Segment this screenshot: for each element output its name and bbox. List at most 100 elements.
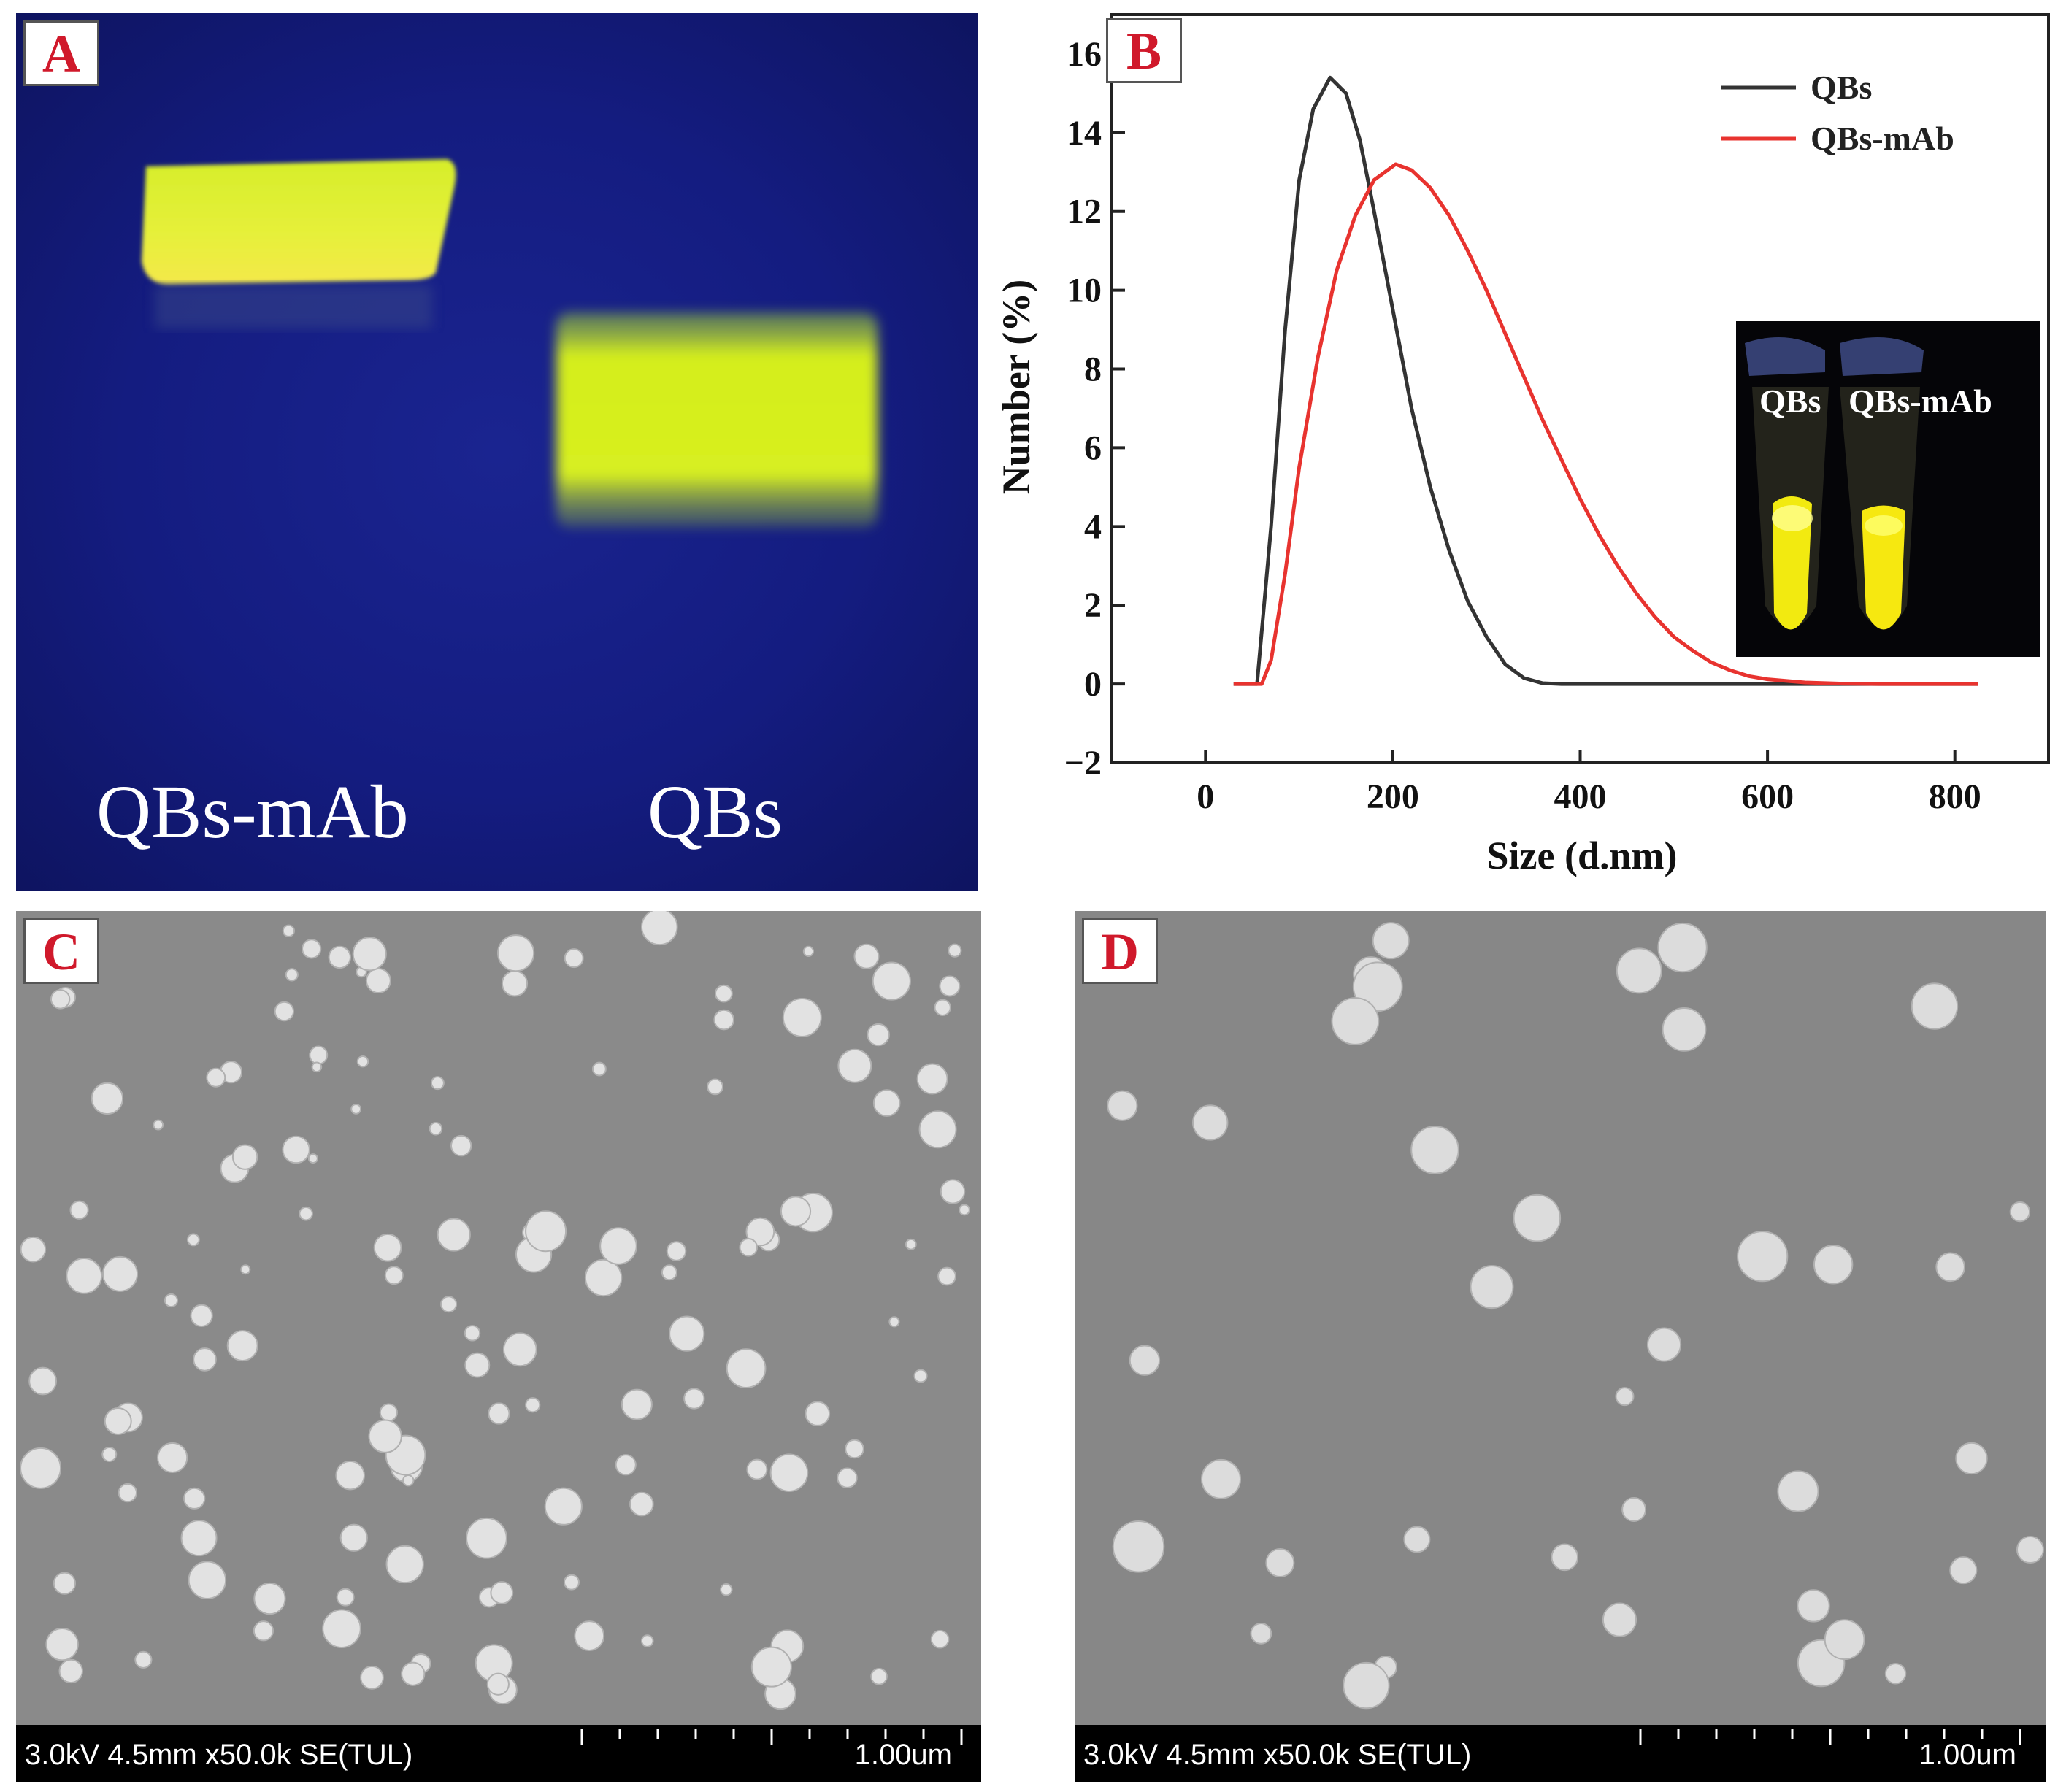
particle: [1824, 1619, 1865, 1661]
particle: [384, 1266, 404, 1285]
particle: [1201, 1458, 1242, 1499]
inset-label-qbs-mab: QBs-mAb: [1848, 382, 1992, 420]
particle: [401, 1661, 426, 1686]
inset-photo: QBs QBs-mAb: [1736, 321, 2040, 657]
y-axis-label: Number (%): [994, 280, 1038, 494]
panel-label-d: D: [1082, 918, 1158, 984]
particle: [497, 934, 535, 972]
particle: [183, 1487, 206, 1510]
particle: [253, 1620, 274, 1642]
particle: [307, 1153, 318, 1164]
particle: [335, 1460, 365, 1491]
particle: [1250, 1622, 1272, 1645]
y-tick-label: 4: [1084, 507, 1102, 546]
particle: [164, 1293, 179, 1308]
particle: [905, 1238, 917, 1250]
particle: [153, 1119, 164, 1131]
particle: [299, 1206, 313, 1221]
particle: [940, 1179, 966, 1204]
particle: [180, 1520, 218, 1557]
particle: [285, 968, 299, 982]
scale-label-d: 1.00um: [1919, 1739, 2016, 1771]
particle: [356, 1055, 369, 1068]
particle: [739, 1238, 759, 1257]
panel-b-chart: 0 200 400 600 800 −2 0 2 4 6 8 10 12 14 16 QBs QBs-mAb…: [993, 7, 2058, 894]
legend-label-qbs: QBs: [1811, 69, 1872, 106]
series-line-qbs: [1233, 75, 1978, 686]
sem-info-bar-d: 3.0kV 4.5mm x50.0k SE(TUL) 1.00um: [1075, 1725, 2046, 1782]
band-qbs-mab-tail: [155, 285, 432, 328]
particle: [918, 1110, 957, 1149]
particle: [190, 1304, 213, 1328]
y-tick-label: −2: [1064, 744, 1102, 782]
particle: [1513, 1193, 1562, 1242]
particle: [450, 1134, 472, 1157]
particle: [959, 1204, 970, 1216]
particle: [402, 1474, 415, 1487]
particle: [488, 1402, 510, 1425]
particle: [872, 961, 911, 1001]
particle: [707, 1078, 723, 1096]
particle: [930, 1629, 950, 1649]
particle: [2016, 1536, 2044, 1564]
panel-label-c: C: [23, 918, 99, 984]
particle: [311, 1061, 323, 1073]
lane-label-qbs: QBs: [648, 770, 783, 854]
particle: [1107, 1090, 1138, 1121]
particle: [187, 1233, 200, 1247]
y-tick-label: 8: [1084, 350, 1102, 389]
particle: [188, 1561, 227, 1599]
particle: [683, 1388, 705, 1410]
gel-bands: [142, 159, 878, 528]
particle: [1657, 922, 1708, 973]
y-tick-label: 0: [1084, 665, 1102, 704]
sem-image-c: [20, 911, 970, 1710]
particle: [780, 1196, 812, 1227]
particle: [713, 1009, 734, 1031]
particle: [1551, 1543, 1579, 1572]
particle: [385, 1545, 424, 1584]
particle: [867, 1023, 890, 1047]
legend-label-qbs-mab: QBs-mAb: [1811, 120, 1954, 157]
particle: [769, 1453, 809, 1492]
particle: [1615, 1387, 1635, 1407]
particle: [231, 1144, 258, 1170]
particle: [720, 1583, 733, 1596]
particle: [69, 1200, 89, 1220]
particle: [1662, 1007, 1707, 1052]
particle: [1884, 1663, 1907, 1685]
panel-label-b: B: [1106, 18, 1182, 83]
sem-conditions-c: 3.0kV 4.5mm x50.0k SE(TUL): [25, 1739, 413, 1771]
particle: [661, 1264, 677, 1281]
particle: [339, 1523, 368, 1552]
particle: [544, 1487, 583, 1526]
y-tick-label: 2: [1084, 586, 1102, 625]
particle: [1935, 1252, 1965, 1283]
particle: [20, 1236, 47, 1263]
particle: [621, 1388, 653, 1420]
particle: [1343, 1661, 1390, 1710]
particle: [101, 1446, 118, 1462]
particle: [429, 1122, 443, 1136]
scale-label-c: 1.00um: [854, 1739, 952, 1771]
series-line-qbs-mab: [1233, 162, 1978, 686]
particle: [948, 943, 962, 958]
y-tick-label: 14: [1067, 114, 1102, 153]
particle: [193, 1347, 217, 1372]
scale-ticks-d: [1639, 1729, 2021, 1745]
panel-a-gel: A QBs-mAb QBs: [16, 13, 978, 891]
lane-label-qbs-mab: QBs-mAb: [96, 770, 409, 854]
particle: [666, 1241, 687, 1261]
particle: [750, 1646, 792, 1688]
particle: [91, 1082, 124, 1115]
particle: [1265, 1547, 1295, 1577]
particle: [1372, 922, 1410, 960]
particle: [66, 1258, 103, 1294]
plot-frame: [1110, 13, 2050, 764]
particle: [1955, 1442, 1988, 1475]
particle: [640, 1634, 654, 1647]
particle: [629, 1491, 654, 1517]
particle: [368, 1419, 402, 1453]
particle: [53, 1572, 76, 1595]
particle: [322, 1609, 361, 1648]
